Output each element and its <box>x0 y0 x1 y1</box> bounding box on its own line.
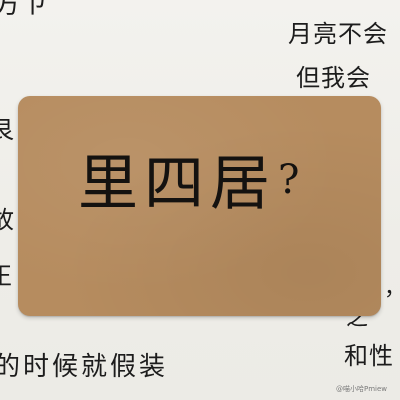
card-question-mark: ? <box>278 157 306 203</box>
card-handwritten-text: 里四居? <box>78 154 305 214</box>
handwriting-top-left: 方ㄗ <box>0 0 49 20</box>
watermark: @喵小哈Pmiew <box>336 385 388 393</box>
handwriting-left-2: 故 <box>0 206 15 234</box>
kraft-paper-card: 里四居? <box>18 96 381 316</box>
card-main-text: 里四居 <box>78 149 276 219</box>
handwriting-right-3: ， <box>384 270 400 302</box>
handwriting-top-right: 月亮不会 <box>288 20 388 48</box>
handwriting-left-3: 正 <box>0 256 13 291</box>
handwriting-right-line-2: 但我会 <box>296 64 371 92</box>
handwriting-bottom-line: 的时候就假装 <box>0 352 169 382</box>
handwriting-left-1: 艮 <box>0 116 15 144</box>
handwriting-right-5: 和性 <box>344 342 394 370</box>
